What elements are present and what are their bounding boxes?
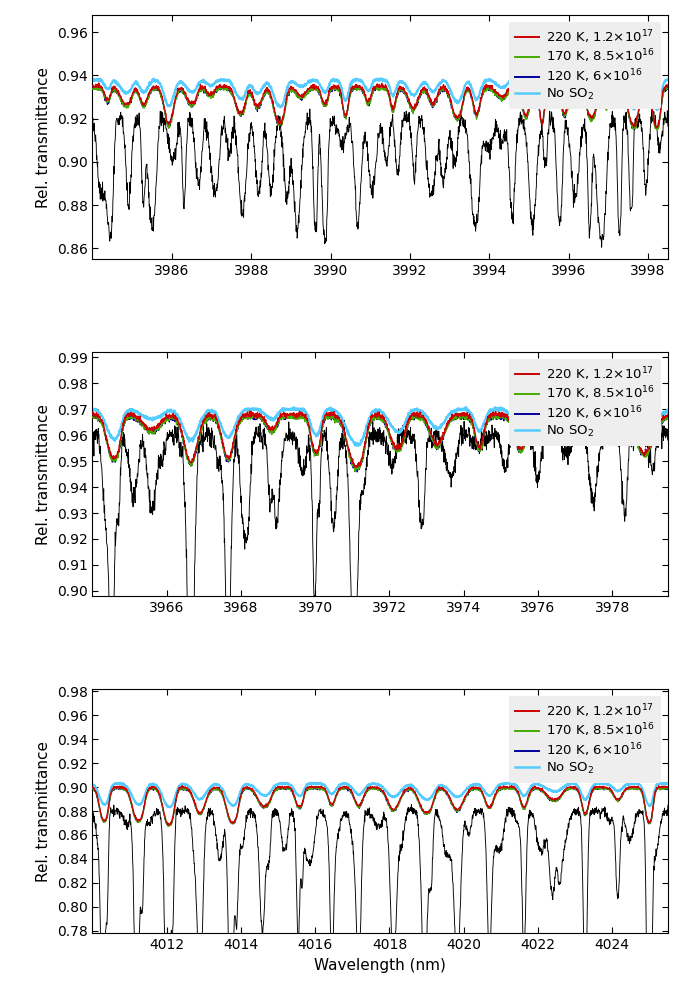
Y-axis label: Rel. transmittance: Rel. transmittance bbox=[36, 67, 51, 208]
Legend: 220 K, 1.2$\times$10$^{17}$, 170 K, 8.5$\times$10$^{16}$, 120 K, 6$\times$10$^{1: 220 K, 1.2$\times$10$^{17}$, 170 K, 8.5$… bbox=[509, 22, 661, 109]
Legend: 220 K, 1.2$\times$10$^{17}$, 170 K, 8.5$\times$10$^{16}$, 120 K, 6$\times$10$^{1: 220 K, 1.2$\times$10$^{17}$, 170 K, 8.5$… bbox=[509, 358, 661, 445]
X-axis label: Wavelength (nm): Wavelength (nm) bbox=[314, 957, 446, 972]
Legend: 220 K, 1.2$\times$10$^{17}$, 170 K, 8.5$\times$10$^{16}$, 120 K, 6$\times$10$^{1: 220 K, 1.2$\times$10$^{17}$, 170 K, 8.5$… bbox=[509, 696, 661, 782]
Y-axis label: Rel. transmittance: Rel. transmittance bbox=[36, 403, 51, 545]
Y-axis label: Rel. transmittance: Rel. transmittance bbox=[36, 741, 51, 881]
